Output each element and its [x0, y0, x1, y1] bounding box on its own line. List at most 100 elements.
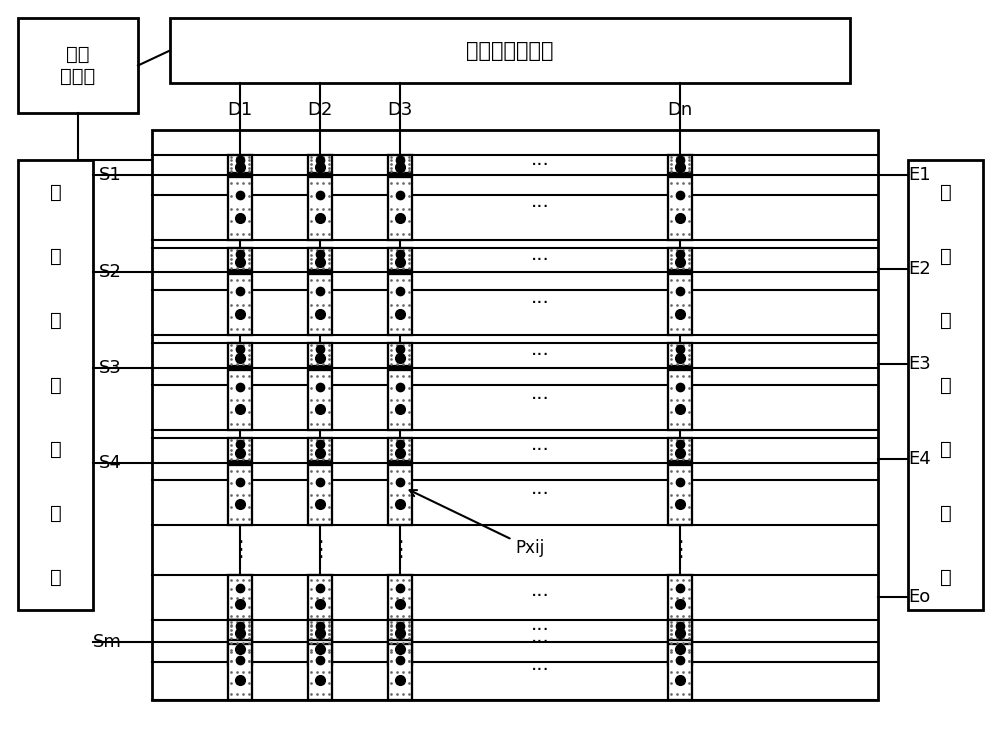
Bar [228, 438, 252, 461]
Bar [18, 18, 138, 113]
Text: E4: E4 [908, 450, 931, 468]
Bar [228, 274, 252, 335]
Text: S4: S4 [99, 454, 122, 472]
Bar [668, 370, 692, 430]
Text: ···: ··· [531, 662, 549, 680]
Bar [228, 465, 252, 525]
Bar [668, 248, 692, 270]
Bar [228, 575, 252, 620]
Bar [228, 644, 252, 700]
Bar [170, 18, 850, 83]
Text: S2: S2 [99, 263, 122, 281]
Text: 发: 发 [940, 183, 951, 202]
Bar [668, 620, 692, 640]
Bar [388, 343, 412, 366]
Bar [308, 155, 332, 173]
Text: 驱: 驱 [940, 440, 951, 459]
Text: Pxij: Pxij [410, 490, 544, 557]
Bar [668, 343, 692, 366]
Bar [388, 370, 412, 430]
Text: ⋮: ⋮ [229, 540, 251, 560]
Text: Dn: Dn [667, 101, 693, 119]
Bar [668, 644, 692, 700]
Text: ···: ··· [531, 346, 549, 365]
Text: 器: 器 [940, 568, 951, 587]
Bar [308, 575, 332, 620]
Bar [308, 370, 332, 430]
Bar [388, 575, 412, 620]
Bar [668, 465, 692, 525]
Text: ···: ··· [531, 156, 549, 175]
Text: D3: D3 [387, 101, 413, 119]
Text: ···: ··· [531, 198, 549, 217]
Bar [308, 343, 332, 366]
Bar [308, 644, 332, 700]
Bar [308, 465, 332, 525]
Text: D2: D2 [307, 101, 333, 119]
Bar [668, 274, 692, 335]
Bar [308, 620, 332, 665]
Text: 描: 描 [50, 247, 61, 266]
Text: 驱: 驱 [50, 440, 61, 459]
Text: 器: 器 [50, 568, 61, 587]
Text: ⋮: ⋮ [389, 540, 411, 560]
Bar [388, 644, 412, 700]
Bar [152, 130, 878, 700]
Bar [388, 177, 412, 240]
Text: S3: S3 [99, 359, 122, 377]
Bar [388, 620, 412, 665]
Bar [228, 155, 252, 173]
Bar [18, 160, 93, 610]
Text: ···: ··· [531, 441, 549, 459]
Bar [388, 248, 412, 270]
Text: 光: 光 [940, 247, 951, 266]
Text: 信: 信 [940, 311, 951, 330]
Bar [388, 620, 412, 640]
Bar [668, 177, 692, 240]
Bar [388, 155, 412, 173]
Bar [228, 343, 252, 366]
Text: Eo: Eo [908, 588, 930, 606]
Bar [308, 620, 332, 640]
Text: 号: 号 [940, 375, 951, 394]
Bar [228, 620, 252, 640]
Bar [228, 620, 252, 665]
Bar [388, 274, 412, 335]
Text: ⋮: ⋮ [309, 540, 331, 560]
Text: S1: S1 [99, 166, 122, 184]
Text: D1: D1 [227, 101, 253, 119]
Text: E3: E3 [908, 355, 931, 373]
Text: 动: 动 [50, 504, 61, 523]
Bar [668, 575, 692, 620]
Bar [228, 248, 252, 270]
Bar [228, 177, 252, 240]
Text: 信: 信 [50, 311, 61, 330]
Bar [388, 465, 412, 525]
Text: ···: ··· [531, 632, 549, 652]
Text: Sm: Sm [93, 633, 122, 651]
Bar [308, 248, 332, 270]
Text: 数据信号驱动器: 数据信号驱动器 [466, 41, 554, 60]
Text: ···: ··· [531, 293, 549, 312]
Text: ···: ··· [531, 484, 549, 503]
Text: ···: ··· [531, 251, 549, 270]
Text: ···: ··· [531, 621, 549, 640]
Text: 时序
控制器: 时序 控制器 [60, 45, 96, 86]
Bar [388, 438, 412, 461]
Bar [908, 160, 983, 610]
Text: ···: ··· [531, 389, 549, 408]
Text: E1: E1 [908, 166, 931, 184]
Text: ⋮: ⋮ [669, 540, 691, 560]
Text: 扫: 扫 [50, 183, 61, 202]
Bar [668, 438, 692, 461]
Text: E2: E2 [908, 260, 931, 278]
Bar [228, 370, 252, 430]
Bar [308, 177, 332, 240]
Bar [308, 274, 332, 335]
Text: 动: 动 [940, 504, 951, 523]
Bar [308, 438, 332, 461]
Bar [668, 620, 692, 665]
Text: 号: 号 [50, 375, 61, 394]
Bar [668, 155, 692, 173]
Text: ···: ··· [531, 587, 549, 607]
